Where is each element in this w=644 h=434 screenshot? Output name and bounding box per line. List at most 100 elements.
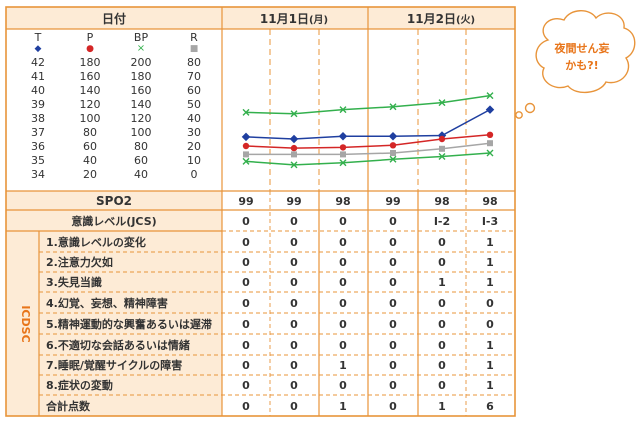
temperature-point <box>289 134 299 144</box>
icdsc-item-row: 8.症状の変動 0 0 0 0 0 1 <box>46 378 494 392</box>
svg-text:0: 0 <box>486 297 494 310</box>
svg-text:1: 1 <box>486 379 494 392</box>
svg-text:40: 40 <box>134 168 148 181</box>
svg-text:0: 0 <box>290 339 298 352</box>
svg-text:40: 40 <box>83 154 97 167</box>
svg-text:0: 0 <box>389 236 397 249</box>
svg-text:0: 0 <box>438 379 446 392</box>
svg-text:0: 0 <box>389 339 397 352</box>
svg-text:0: 0 <box>389 400 397 413</box>
svg-text:0: 0 <box>438 339 446 352</box>
svg-text:R: R <box>190 31 198 44</box>
svg-text:99: 99 <box>238 195 253 208</box>
svg-text:0: 0 <box>389 379 397 392</box>
icdsc-side-label: ICDSC <box>19 305 32 342</box>
series-line-bp <box>245 94 491 115</box>
svg-text:0: 0 <box>339 236 347 249</box>
jcs-label: 意識レベル(JCS) <box>71 214 156 228</box>
blood-pressure-point <box>438 99 446 107</box>
svg-text:0: 0 <box>242 236 250 249</box>
day1-header: 11月1日(月) <box>260 12 328 26</box>
svg-text:0: 0 <box>242 297 250 310</box>
row-dividers <box>39 191 515 416</box>
svg-text:1: 1 <box>438 276 446 289</box>
svg-text:80: 80 <box>83 126 97 139</box>
cross-marker-icon: × <box>137 43 145 54</box>
svg-text:0: 0 <box>242 318 250 331</box>
svg-text:160: 160 <box>80 70 101 83</box>
series-line-bp <box>245 152 491 166</box>
svg-text:80: 80 <box>134 140 148 153</box>
header-fill <box>6 7 515 29</box>
svg-text:0: 0 <box>389 276 397 289</box>
svg-text:1: 1 <box>486 256 494 269</box>
svg-text:0: 0 <box>339 256 347 269</box>
day2-header: 11月2日(火) <box>407 12 475 26</box>
svg-text:60: 60 <box>134 154 148 167</box>
respiration-point <box>291 151 297 158</box>
svg-text:0: 0 <box>389 215 397 228</box>
svg-text:140: 140 <box>80 84 101 97</box>
pulse-point <box>389 142 397 149</box>
svg-text:0: 0 <box>438 359 446 372</box>
icdsc-item-row: 6.不適切な会話あるいは情緒 0 0 0 0 0 1 <box>46 338 494 352</box>
svg-text:0: 0 <box>242 215 250 228</box>
svg-text:0: 0 <box>438 236 446 249</box>
temperature-point <box>388 131 398 141</box>
svg-text:0: 0 <box>389 359 397 372</box>
svg-text:0: 0 <box>290 379 298 392</box>
svg-text:0: 0 <box>438 256 446 269</box>
blood-pressure-point <box>389 155 397 163</box>
svg-text:60: 60 <box>187 84 201 97</box>
respiration-point <box>340 151 346 158</box>
pulse-point <box>339 144 347 151</box>
pulse-point <box>438 135 446 143</box>
svg-text:20: 20 <box>83 168 97 181</box>
svg-text:120: 120 <box>131 112 152 125</box>
pulse-point <box>290 144 298 152</box>
svg-text:0: 0 <box>242 276 250 289</box>
svg-text:0: 0 <box>290 256 298 269</box>
jcs-label-fill <box>6 210 222 231</box>
temperature-point <box>241 132 251 142</box>
svg-text:1: 1 <box>486 276 494 289</box>
svg-text:34: 34 <box>31 168 45 181</box>
svg-text:0: 0 <box>339 379 347 392</box>
callout-line2: かも?! <box>565 59 599 72</box>
svg-text:1: 1 <box>486 236 494 249</box>
table-outline <box>5 6 516 417</box>
svg-text:1.意識レベルの変化: 1.意識レベルの変化 <box>46 235 146 249</box>
svg-text:0: 0 <box>242 400 250 413</box>
svg-text:0: 0 <box>290 276 298 289</box>
series-line-r <box>246 142 491 156</box>
series-line-p <box>245 134 491 149</box>
svg-text:7.睡眠/覚醒サイクルの障害: 7.睡眠/覚醒サイクルの障害 <box>46 358 182 372</box>
svg-text:0: 0 <box>290 318 298 331</box>
svg-text:42: 42 <box>31 56 45 69</box>
icdsc-labels-fill <box>6 231 222 416</box>
blood-pressure-point <box>242 108 250 116</box>
svg-text:I-2: I-2 <box>434 215 450 228</box>
svg-text:98: 98 <box>482 195 497 208</box>
icdsc-item-row: 7.睡眠/覚醒サイクルの障害 0 0 1 0 0 1 <box>46 358 494 372</box>
svg-text:30: 30 <box>187 126 201 139</box>
svg-text:0: 0 <box>290 297 298 310</box>
svg-text:180: 180 <box>80 56 101 69</box>
date-header: 日付 <box>102 11 126 26</box>
svg-text:99: 99 <box>385 195 400 208</box>
icdsc-item-row: 2.注意力欠如 0 0 0 0 0 1 <box>46 255 494 269</box>
svg-text:4.幻覚、妄想、精神障害: 4.幻覚、妄想、精神障害 <box>46 296 168 310</box>
svg-text:8.症状の変動: 8.症状の変動 <box>46 378 113 392</box>
spo2-label-fill <box>6 191 222 210</box>
svg-text:160: 160 <box>131 84 152 97</box>
pulse-point <box>486 131 494 138</box>
icdsc-item-row: 1.意識レベルの変化 0 0 0 0 0 1 <box>46 235 494 249</box>
scale-BP: 200 180 160 140 120 100 80 60 40 <box>131 56 152 181</box>
svg-text:0: 0 <box>339 297 347 310</box>
svg-text:98: 98 <box>434 195 449 208</box>
jcs-row: 0 0 0 0 I-2 I-3 <box>242 215 498 228</box>
blood-pressure-point <box>242 157 250 165</box>
svg-text:37: 37 <box>31 126 45 139</box>
svg-text:41: 41 <box>31 70 45 83</box>
